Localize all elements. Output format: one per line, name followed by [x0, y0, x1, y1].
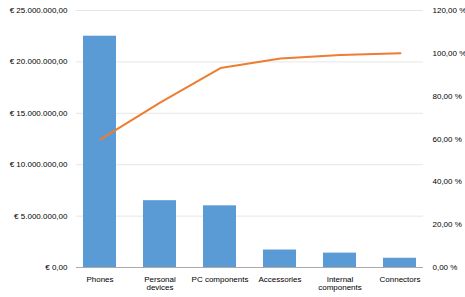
- svg-text:Personaldevices: Personaldevices: [144, 275, 176, 292]
- svg-text:€ 20.000.000,00: € 20.000.000,00: [10, 57, 68, 66]
- svg-text:60,00 %: 60,00 %: [433, 135, 462, 144]
- svg-text:40,00 %: 40,00 %: [433, 177, 462, 186]
- svg-text:€ 25.000.000,00: € 25.000.000,00: [10, 6, 68, 15]
- svg-text:Connectors: Connectors: [380, 275, 421, 284]
- svg-text:0,00 %: 0,00 %: [433, 263, 458, 272]
- svg-text:20,00 %: 20,00 %: [433, 220, 462, 229]
- svg-text:€ 0,00: € 0,00: [45, 263, 68, 272]
- svg-text:80,00 %: 80,00 %: [433, 92, 462, 101]
- svg-text:PC components: PC components: [192, 275, 249, 284]
- svg-text:120,00 %: 120,00 %: [433, 6, 465, 15]
- svg-text:Phones: Phones: [86, 275, 113, 284]
- svg-text:€ 15.000.000,00: € 15.000.000,00: [10, 109, 68, 118]
- svg-text:€ 10.000.000,00: € 10.000.000,00: [10, 160, 68, 169]
- svg-text:Accessories: Accessories: [258, 275, 301, 284]
- svg-text:100,00 %: 100,00 %: [433, 49, 465, 58]
- svg-text:Internalcomponents: Internalcomponents: [318, 275, 362, 292]
- svg-text:€ 5.000.000,00: € 5.000.000,00: [14, 212, 68, 221]
